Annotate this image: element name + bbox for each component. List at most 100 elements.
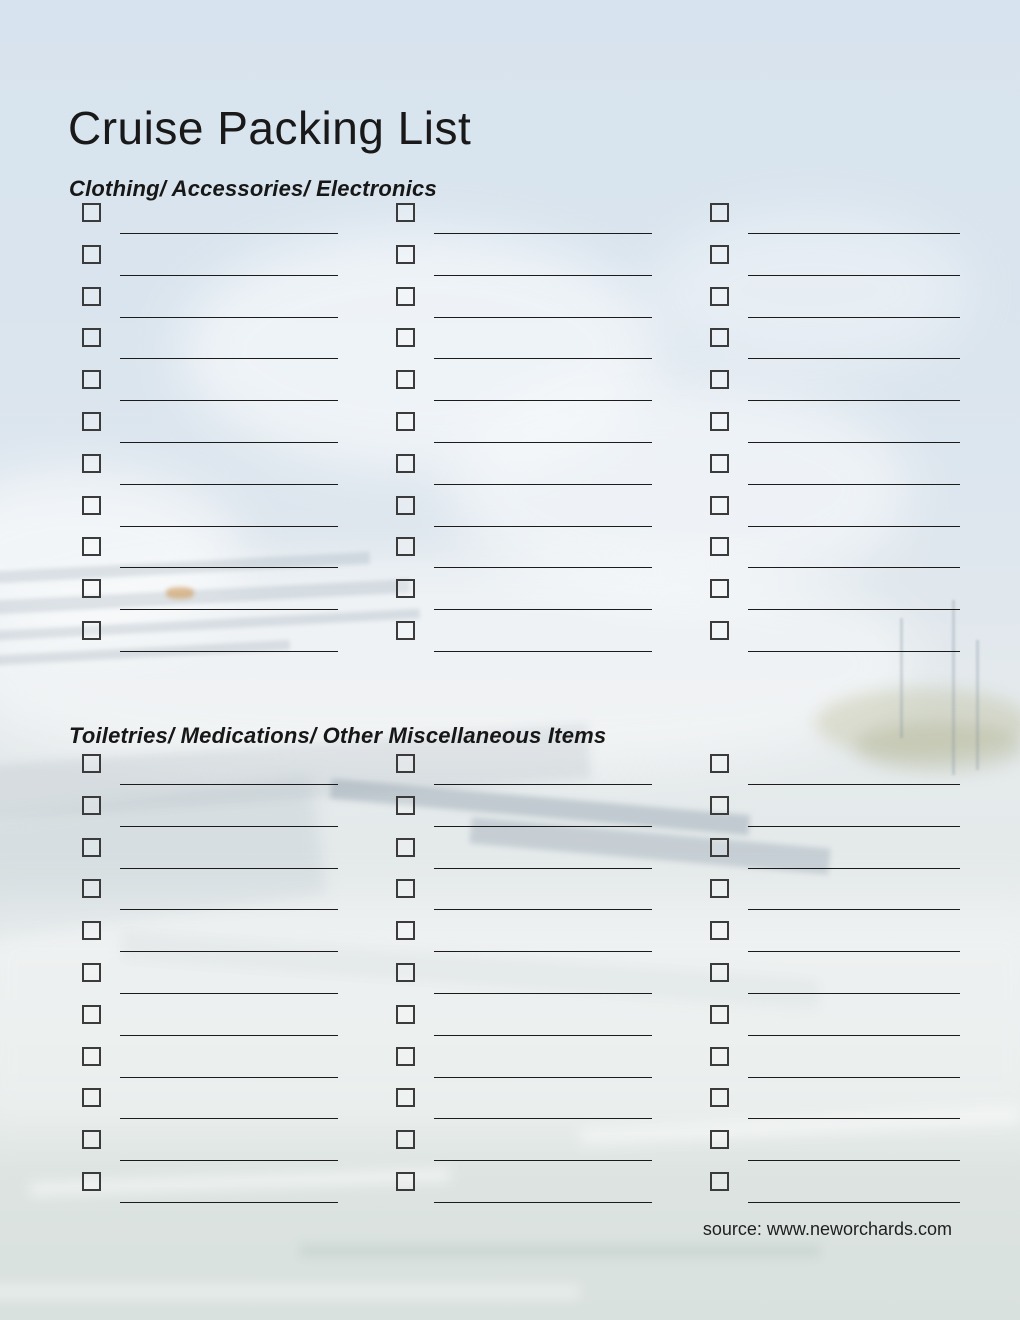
item-write-in-line[interactable]	[434, 316, 652, 318]
item-write-in-line[interactable]	[748, 358, 960, 360]
item-write-in-line[interactable]	[120, 650, 338, 652]
item-write-in-line[interactable]	[434, 825, 652, 827]
item-write-in-line[interactable]	[120, 825, 338, 827]
item-write-in-line[interactable]	[120, 400, 338, 402]
item-checkbox[interactable]	[710, 795, 729, 815]
item-checkbox[interactable]	[710, 537, 729, 557]
item-write-in-line[interactable]	[120, 784, 338, 785]
item-checkbox[interactable]	[396, 1130, 415, 1150]
item-write-in-line[interactable]	[120, 316, 338, 318]
item-checkbox[interactable]	[710, 620, 729, 640]
item-checkbox[interactable]	[710, 328, 729, 348]
item-write-in-line[interactable]	[748, 233, 960, 234]
item-write-in-line[interactable]	[434, 784, 652, 785]
item-checkbox[interactable]	[396, 795, 415, 815]
item-write-in-line[interactable]	[748, 441, 960, 443]
item-write-in-line[interactable]	[120, 233, 338, 234]
item-checkbox[interactable]	[396, 921, 415, 941]
item-write-in-line[interactable]	[748, 1118, 960, 1120]
item-checkbox[interactable]	[82, 411, 101, 431]
item-write-in-line[interactable]	[748, 1076, 960, 1078]
item-write-in-line[interactable]	[120, 567, 338, 569]
item-checkbox[interactable]	[82, 921, 101, 941]
item-write-in-line[interactable]	[748, 274, 960, 276]
item-checkbox[interactable]	[710, 495, 729, 515]
item-checkbox[interactable]	[82, 1088, 101, 1108]
item-checkbox[interactable]	[710, 837, 729, 857]
item-write-in-line[interactable]	[434, 358, 652, 360]
item-write-in-line[interactable]	[434, 441, 652, 443]
item-write-in-line[interactable]	[748, 825, 960, 827]
item-write-in-line[interactable]	[434, 1160, 652, 1162]
item-checkbox[interactable]	[710, 1046, 729, 1066]
item-checkbox[interactable]	[82, 1004, 101, 1024]
item-checkbox[interactable]	[396, 328, 415, 348]
item-write-in-line[interactable]	[748, 909, 960, 911]
item-checkbox[interactable]	[82, 370, 101, 390]
item-checkbox[interactable]	[82, 879, 101, 899]
item-checkbox[interactable]	[396, 286, 415, 306]
item-checkbox[interactable]	[710, 921, 729, 941]
item-checkbox[interactable]	[710, 879, 729, 899]
item-write-in-line[interactable]	[120, 358, 338, 360]
item-checkbox[interactable]	[710, 203, 729, 222]
item-write-in-line[interactable]	[434, 400, 652, 402]
item-write-in-line[interactable]	[748, 784, 960, 785]
item-checkbox[interactable]	[710, 579, 729, 599]
item-write-in-line[interactable]	[120, 951, 338, 953]
item-checkbox[interactable]	[710, 453, 729, 473]
item-write-in-line[interactable]	[120, 525, 338, 527]
item-write-in-line[interactable]	[434, 650, 652, 652]
item-write-in-line[interactable]	[434, 483, 652, 485]
item-checkbox[interactable]	[82, 1130, 101, 1150]
item-write-in-line[interactable]	[748, 400, 960, 402]
item-write-in-line[interactable]	[748, 483, 960, 485]
item-write-in-line[interactable]	[748, 951, 960, 953]
item-checkbox[interactable]	[710, 1004, 729, 1024]
item-write-in-line[interactable]	[748, 867, 960, 869]
item-checkbox[interactable]	[710, 1130, 729, 1150]
item-write-in-line[interactable]	[748, 609, 960, 611]
item-checkbox[interactable]	[82, 962, 101, 982]
item-write-in-line[interactable]	[120, 1034, 338, 1036]
item-checkbox[interactable]	[396, 203, 415, 222]
item-checkbox[interactable]	[710, 244, 729, 264]
item-checkbox[interactable]	[396, 837, 415, 857]
item-checkbox[interactable]	[82, 1046, 101, 1066]
item-write-in-line[interactable]	[748, 525, 960, 527]
item-write-in-line[interactable]	[434, 567, 652, 569]
item-write-in-line[interactable]	[434, 951, 652, 953]
item-write-in-line[interactable]	[434, 1118, 652, 1120]
item-write-in-line[interactable]	[434, 609, 652, 611]
item-write-in-line[interactable]	[748, 1034, 960, 1036]
item-write-in-line[interactable]	[120, 1118, 338, 1120]
item-checkbox[interactable]	[396, 370, 415, 390]
item-write-in-line[interactable]	[434, 525, 652, 527]
item-write-in-line[interactable]	[434, 867, 652, 869]
item-checkbox[interactable]	[396, 1004, 415, 1024]
item-checkbox[interactable]	[82, 837, 101, 857]
item-checkbox[interactable]	[396, 495, 415, 515]
item-write-in-line[interactable]	[748, 567, 960, 569]
item-write-in-line[interactable]	[120, 909, 338, 911]
item-checkbox[interactable]	[396, 579, 415, 599]
item-checkbox[interactable]	[82, 1171, 101, 1191]
item-checkbox[interactable]	[82, 537, 101, 557]
item-write-in-line[interactable]	[748, 316, 960, 318]
item-checkbox[interactable]	[82, 203, 101, 222]
item-checkbox[interactable]	[396, 754, 415, 773]
item-checkbox[interactable]	[82, 620, 101, 640]
item-checkbox[interactable]	[396, 1171, 415, 1191]
item-checkbox[interactable]	[396, 244, 415, 264]
item-write-in-line[interactable]	[120, 1076, 338, 1078]
item-write-in-line[interactable]	[120, 609, 338, 611]
item-write-in-line[interactable]	[120, 867, 338, 869]
item-write-in-line[interactable]	[434, 1076, 652, 1078]
item-checkbox[interactable]	[82, 286, 101, 306]
item-write-in-line[interactable]	[748, 650, 960, 652]
item-checkbox[interactable]	[396, 411, 415, 431]
item-write-in-line[interactable]	[748, 1160, 960, 1162]
item-write-in-line[interactable]	[434, 1201, 652, 1203]
item-checkbox[interactable]	[396, 962, 415, 982]
item-write-in-line[interactable]	[120, 483, 338, 485]
